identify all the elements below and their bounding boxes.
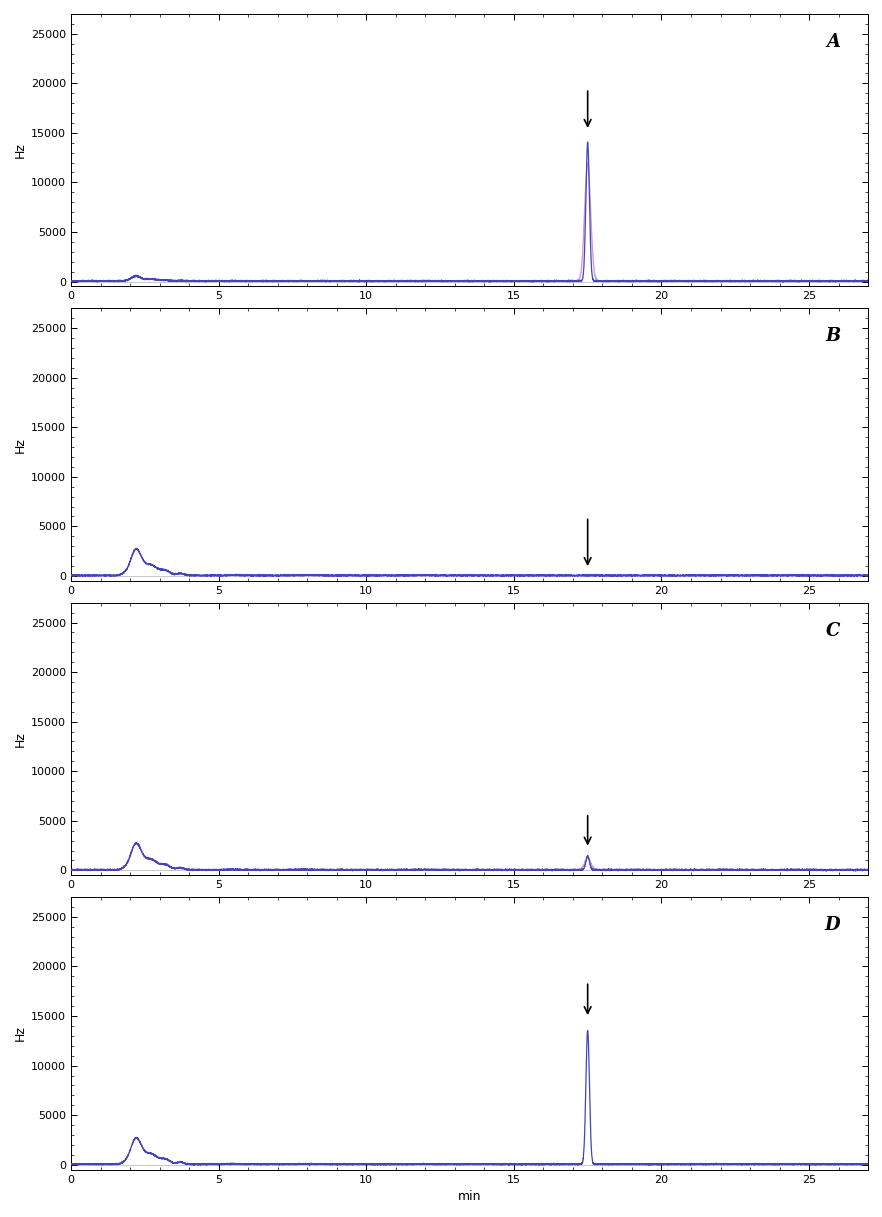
Y-axis label: Hz: Hz bbox=[14, 437, 26, 453]
Y-axis label: Hz: Hz bbox=[14, 731, 26, 747]
Y-axis label: Hz: Hz bbox=[14, 142, 26, 158]
Text: C: C bbox=[826, 622, 841, 640]
Text: D: D bbox=[825, 916, 841, 935]
Text: B: B bbox=[825, 327, 841, 346]
Y-axis label: Hz: Hz bbox=[14, 1026, 26, 1042]
Text: A: A bbox=[826, 33, 841, 51]
X-axis label: min: min bbox=[458, 1190, 482, 1204]
